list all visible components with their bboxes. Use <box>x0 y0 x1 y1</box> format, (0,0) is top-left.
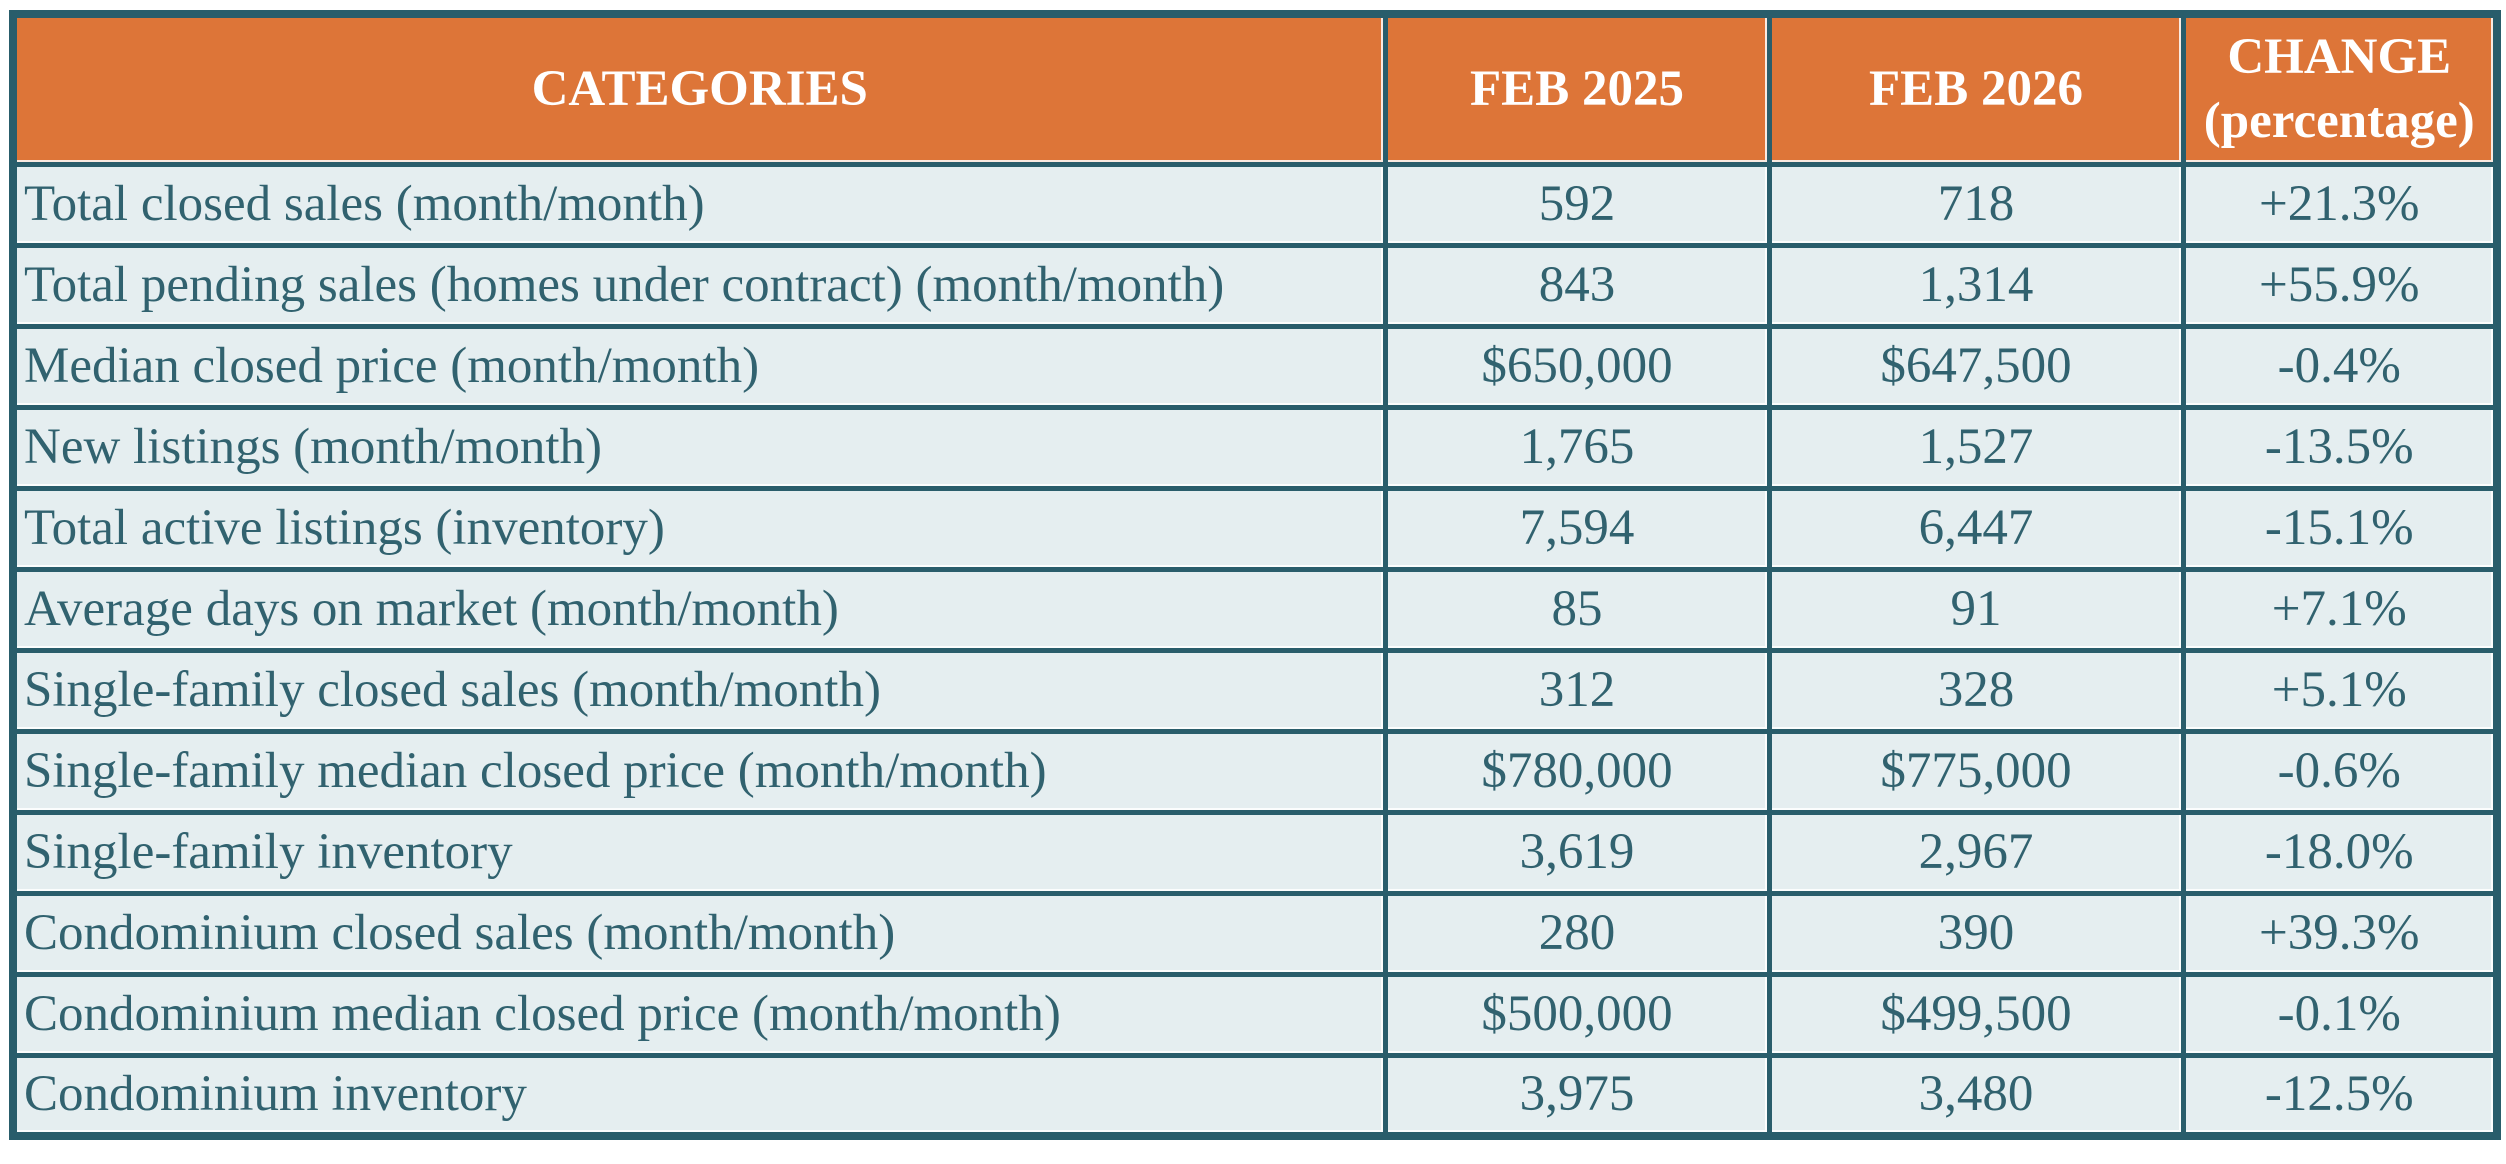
cell-feb-2026-value: 1,314 <box>1766 242 2186 329</box>
cell-category: Median closed price (month/month) <box>10 323 1388 410</box>
cell-change-value: +21.3% <box>2180 161 2500 248</box>
cell-feb-2026-value: $499,500 <box>1766 971 2186 1058</box>
table-row: Median closed price (month/month) $650,0… <box>10 323 2500 410</box>
cell-change-value: -0.1% <box>2180 971 2500 1058</box>
cell-change-value: -13.5% <box>2180 404 2500 491</box>
cell-feb-2026-value: 3,480 <box>1766 1052 2186 1139</box>
cell-feb-2026-value: 91 <box>1766 566 2186 653</box>
cell-change-value: -0.4% <box>2180 323 2500 410</box>
cell-feb-2025-value: 843 <box>1382 242 1772 329</box>
table-row: Condominium median closed price (month/m… <box>10 971 2500 1058</box>
table-row: Total active listings (inventory) 7,594 … <box>10 485 2500 572</box>
cell-change-value: +55.9% <box>2180 242 2500 329</box>
cell-feb-2025-value: 312 <box>1382 647 1772 734</box>
cell-feb-2025-value: $500,000 <box>1382 971 1772 1058</box>
cell-feb-2026-value: $647,500 <box>1766 323 2186 410</box>
cell-feb-2025-value: 592 <box>1382 161 1772 248</box>
header-cell-feb-2025: FEB 2025 <box>1382 11 1772 167</box>
cell-category: Total active listings (inventory) <box>10 485 1388 572</box>
table-row: Total closed sales (month/month) 592 718… <box>10 161 2500 248</box>
table-body: Total closed sales (month/month) 592 718… <box>10 161 2500 1139</box>
cell-change-value: -0.6% <box>2180 728 2500 815</box>
header-row: CATEGORIES FEB 2025 FEB 2026 CHANGE (per… <box>10 11 2500 167</box>
cell-change-value: -12.5% <box>2180 1052 2500 1139</box>
header-cell-change: CHANGE (percentage) <box>2180 11 2500 167</box>
table-row: Average days on market (month/month) 85 … <box>10 566 2500 653</box>
cell-feb-2025-value: $780,000 <box>1382 728 1772 815</box>
table-row: Total pending sales (homes under contrac… <box>10 242 2500 329</box>
cell-category: Condominium inventory <box>10 1052 1388 1139</box>
table-row: New listings (month/month) 1,765 1,527 -… <box>10 404 2500 491</box>
cell-feb-2025-value: 1,765 <box>1382 404 1772 491</box>
cell-feb-2026-value: 390 <box>1766 890 2186 977</box>
cell-feb-2025-value: 85 <box>1382 566 1772 653</box>
cell-change-value: +5.1% <box>2180 647 2500 734</box>
cell-feb-2026-value: $775,000 <box>1766 728 2186 815</box>
cell-category: Single-family median closed price (month… <box>10 728 1388 815</box>
cell-category: Single-family inventory <box>10 809 1388 896</box>
table-row: Single-family median closed price (month… <box>10 728 2500 815</box>
cell-feb-2026-value: 1,527 <box>1766 404 2186 491</box>
header-cell-categories: CATEGORIES <box>10 11 1388 167</box>
cell-feb-2025-value: 7,594 <box>1382 485 1772 572</box>
cell-category: Condominium closed sales (month/month) <box>10 890 1388 977</box>
table-row: Condominium closed sales (month/month) 2… <box>10 890 2500 977</box>
cell-category: Total pending sales (homes under contrac… <box>10 242 1388 329</box>
cell-feb-2025-value: 280 <box>1382 890 1772 977</box>
cell-feb-2026-value: 328 <box>1766 647 2186 734</box>
cell-category: Condominium median closed price (month/m… <box>10 971 1388 1058</box>
cell-feb-2025-value: $650,000 <box>1382 323 1772 410</box>
cell-feb-2025-value: 3,619 <box>1382 809 1772 896</box>
header-cell-feb-2026: FEB 2026 <box>1766 11 2186 167</box>
cell-change-value: +39.3% <box>2180 890 2500 977</box>
table-row: Single-family inventory 3,619 2,967 -18.… <box>10 809 2500 896</box>
cell-category: New listings (month/month) <box>10 404 1388 491</box>
cell-change-value: -18.0% <box>2180 809 2500 896</box>
table-row: Condominium inventory 3,975 3,480 -12.5% <box>10 1052 2500 1139</box>
market-stats-table: CATEGORIES FEB 2025 FEB 2026 CHANGE (per… <box>9 10 2501 1140</box>
cell-category: Total closed sales (month/month) <box>10 161 1388 248</box>
cell-feb-2025-value: 3,975 <box>1382 1052 1772 1139</box>
cell-change-value: +7.1% <box>2180 566 2500 653</box>
table-header: CATEGORIES FEB 2025 FEB 2026 CHANGE (per… <box>10 11 2500 167</box>
cell-feb-2026-value: 718 <box>1766 161 2186 248</box>
cell-feb-2026-value: 6,447 <box>1766 485 2186 572</box>
cell-feb-2026-value: 2,967 <box>1766 809 2186 896</box>
cell-category: Single-family closed sales (month/month) <box>10 647 1388 734</box>
cell-change-value: -15.1% <box>2180 485 2500 572</box>
table-row: Single-family closed sales (month/month)… <box>10 647 2500 734</box>
cell-category: Average days on market (month/month) <box>10 566 1388 653</box>
